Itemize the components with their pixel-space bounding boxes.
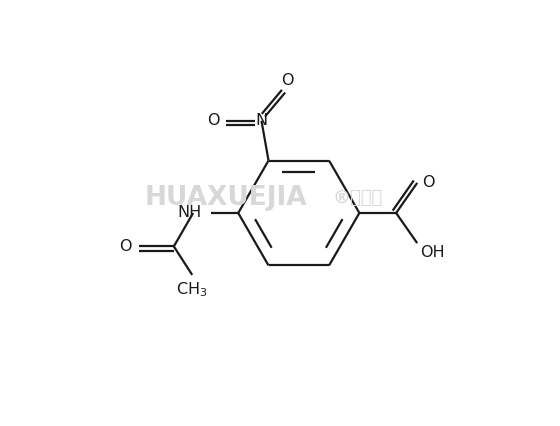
Text: ®化学加: ®化学加 [332, 190, 382, 207]
Text: OH: OH [421, 245, 445, 260]
Text: O: O [281, 73, 293, 89]
Text: NH: NH [177, 205, 202, 221]
Text: O: O [207, 113, 220, 128]
Text: O: O [119, 239, 132, 254]
Text: CH$_3$: CH$_3$ [176, 280, 208, 299]
Text: N: N [255, 113, 268, 128]
Text: O: O [423, 175, 435, 190]
Text: HUAXUEJIA: HUAXUEJIA [144, 185, 307, 211]
